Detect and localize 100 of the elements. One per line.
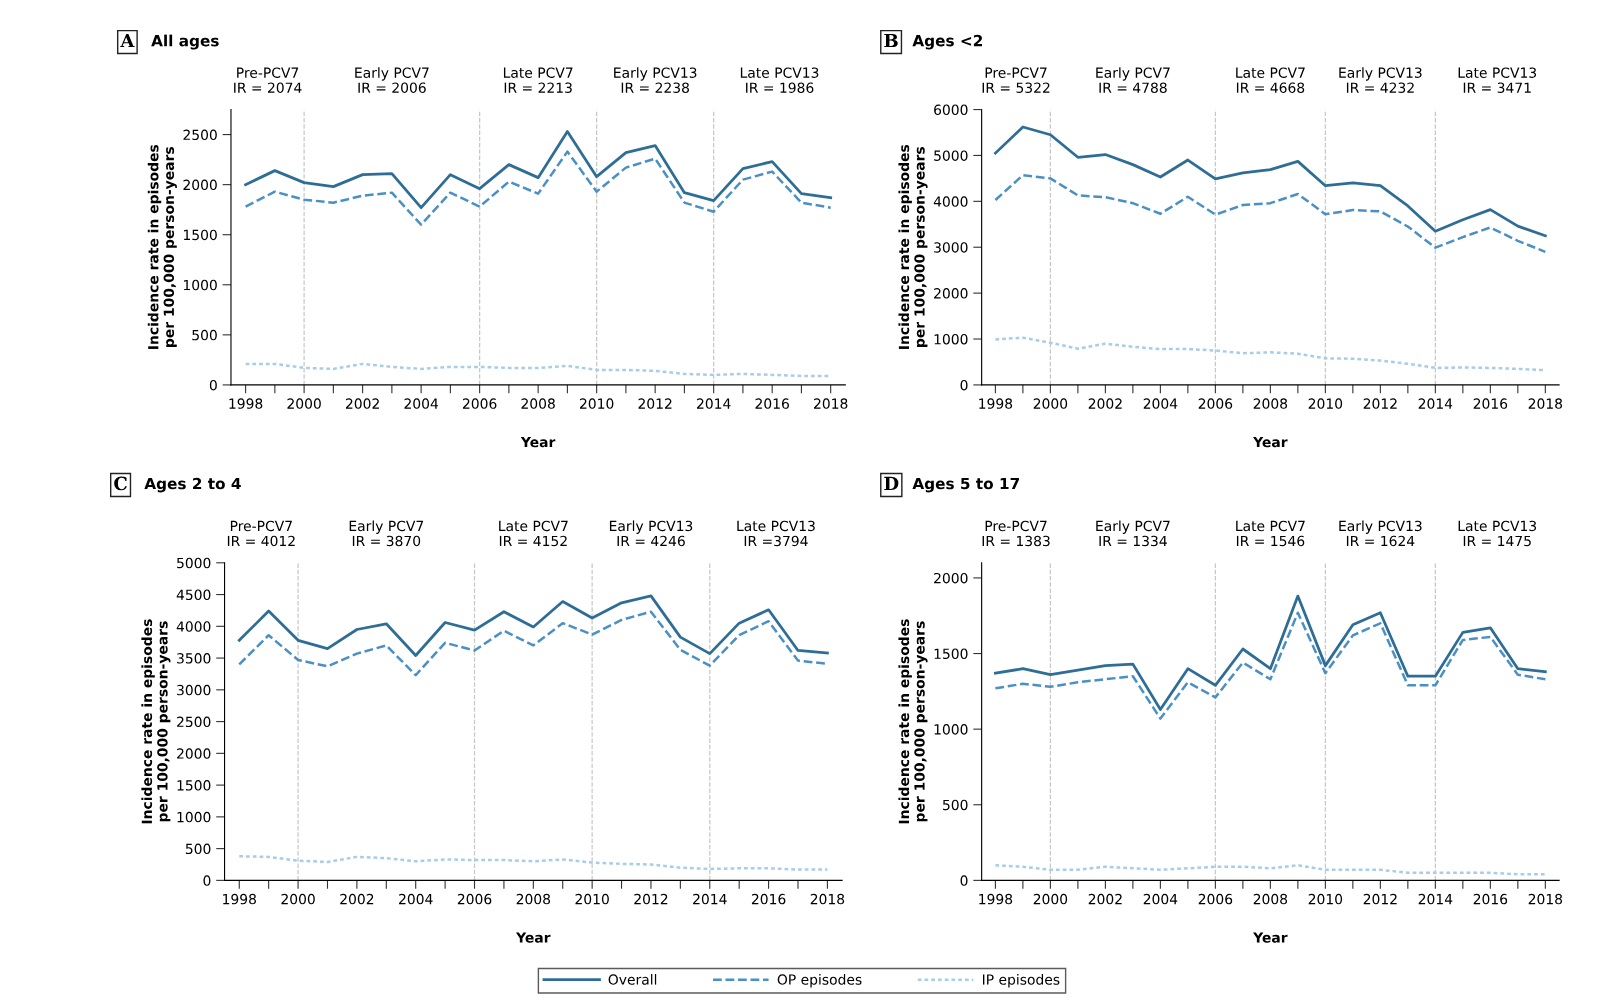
line-series <box>238 854 829 871</box>
text: Late PCV13 IR = 3471 <box>1458 67 1537 93</box>
x-tick-label: 2014 <box>693 893 727 905</box>
x-tick-label: 2010 <box>579 398 614 409</box>
legend-label: Overall <box>608 974 657 985</box>
x-tick-label: 2012 <box>638 398 672 409</box>
text: Late PCV7 IR = 2213 <box>503 67 573 93</box>
text: Late PCV7 IR = 4152 <box>499 520 568 547</box>
x-axis-title: Year <box>1253 436 1288 448</box>
y-tick-label: 1500 <box>934 648 968 660</box>
x-tick-label: 2002 <box>345 398 379 409</box>
text: Pre-PCV7 IR = 4012 <box>227 520 295 547</box>
x-tick-label: 2002 <box>1088 398 1122 409</box>
y-axis-title: Incidence rate in episodes per 100,000 person-years <box>898 619 928 824</box>
chart-title: Ages 5 to 17 <box>912 477 1019 493</box>
x-tick-label: 2008 <box>1253 398 1288 409</box>
x-tick-label: 2018 <box>1528 398 1563 409</box>
y-tick-label: 1000 <box>177 811 211 823</box>
y-axis-title: Incidence rate in episodes per 100,000 person-years <box>898 144 928 349</box>
x-tick-label: 2012 <box>1363 893 1397 905</box>
x-tick-label: 2018 <box>814 398 848 409</box>
y-tick-label: 4000 <box>176 621 211 632</box>
chart-title: All ages <box>151 34 219 50</box>
x-tick-label: 2000 <box>1033 398 1068 409</box>
y-axis-title: Incidence rate in episodes per 100,000 person-years <box>141 619 171 824</box>
legend-label: OP episodes <box>777 974 862 988</box>
x-tick-label: 1998 <box>979 398 1013 409</box>
x-tick-label: 2010 <box>575 893 609 905</box>
text: Late PCV7 IR = 4668 <box>1236 67 1305 93</box>
y-tick-label: 2000 <box>934 288 968 299</box>
text: Early PCV13 IR = 2238 <box>614 67 697 93</box>
x-tick-label: 2006 <box>457 893 492 905</box>
y-tick-label: 1500 <box>183 229 217 241</box>
x-tick-label: 2010 <box>1308 893 1343 905</box>
y-tick-label: 1000 <box>934 724 968 735</box>
text: Early PCV13 IR = 1624 <box>1339 520 1422 547</box>
x-axis-title: Year <box>1253 932 1288 943</box>
y-tick-label: 1000 <box>934 333 968 345</box>
y-tick-label: 1500 <box>177 780 211 791</box>
y-tick-label: 5000 <box>934 150 968 161</box>
line-series <box>244 130 833 210</box>
text: A <box>120 33 135 48</box>
text: Pre-PCV7 IR = 5322 <box>982 67 1050 93</box>
text: Late PCV7 IR = 1546 <box>1236 520 1305 547</box>
x-tick-label: 2000 <box>287 398 321 409</box>
x-tick-label: 2016 <box>1473 398 1508 409</box>
x-axis-title: Year <box>520 436 556 448</box>
x-tick-label: 2008 <box>1253 893 1288 905</box>
x-tick-label: 2006 <box>462 398 497 409</box>
x-tick-label: 2016 <box>1473 893 1508 905</box>
text: D <box>884 476 899 490</box>
x-tick-label: 2014 <box>1418 893 1453 905</box>
y-tick-label: 2000 <box>177 748 211 759</box>
x-tick-label: 2014 <box>1418 398 1453 409</box>
x-tick-label: 2004 <box>399 893 433 905</box>
y-tick-label: 0 <box>960 379 968 391</box>
text: C <box>114 476 127 491</box>
text: Early PCV13 IR = 4232 <box>1339 67 1422 93</box>
x-tick-label: 2000 <box>281 893 315 905</box>
text: Pre-PCV7 IR = 1383 <box>982 520 1050 547</box>
y-tick-label: 2500 <box>177 716 211 728</box>
y-tick-label: 1000 <box>183 279 217 291</box>
text: Early PCV7 IR = 2006 <box>355 67 429 93</box>
y-tick-label: 3500 <box>177 653 211 664</box>
x-tick-label: 1998 <box>979 893 1013 905</box>
x-tick-label: 2014 <box>697 398 731 409</box>
text: Late PCV13 IR = 1475 <box>1458 520 1537 547</box>
y-axis-title: Incidence rate in episodes per 100,000 person-years <box>147 144 177 349</box>
chart-title: Ages 2 to 4 <box>144 477 241 493</box>
x-tick-label: 2008 <box>516 893 551 905</box>
x-tick-label: 2002 <box>340 893 374 905</box>
line-series <box>994 125 1547 238</box>
text: Late PCV13 IR = 1986 <box>740 67 819 93</box>
x-tick-label: 1998 <box>223 893 256 905</box>
x-tick-label: 2006 <box>1198 398 1233 409</box>
y-tick-label: 3000 <box>177 684 211 696</box>
line-series <box>994 864 1547 876</box>
y-tick-label: 0 <box>209 379 217 391</box>
y-tick-label: 500 <box>185 843 211 855</box>
x-tick-label: 2002 <box>1088 893 1122 905</box>
x-tick-label: 2010 <box>1308 398 1343 409</box>
y-tick-label: 500 <box>943 799 968 811</box>
x-tick-label: 2004 <box>1143 893 1178 905</box>
x-tick-label: 2018 <box>1528 893 1563 905</box>
line-series <box>244 150 832 226</box>
x-tick-label: 2000 <box>1033 893 1068 905</box>
text: Early PCV13 IR = 4246 <box>609 520 693 547</box>
chart-title: Ages <2 <box>912 34 982 50</box>
x-tick-label: 2016 <box>755 398 789 409</box>
y-tick-label: 4000 <box>933 196 968 207</box>
text: Early PCV7 IR = 3870 <box>349 520 424 547</box>
line-series <box>994 594 1547 711</box>
line-series <box>994 611 1547 720</box>
x-tick-label: 2006 <box>1198 893 1233 905</box>
y-tick-label: 0 <box>960 875 968 886</box>
text: Early PCV7 IR = 4788 <box>1096 67 1170 93</box>
y-tick-label: 5000 <box>177 557 211 569</box>
y-tick-label: 4500 <box>176 589 211 601</box>
x-tick-label: 2012 <box>1363 398 1397 409</box>
x-tick-label: 1998 <box>229 398 263 409</box>
